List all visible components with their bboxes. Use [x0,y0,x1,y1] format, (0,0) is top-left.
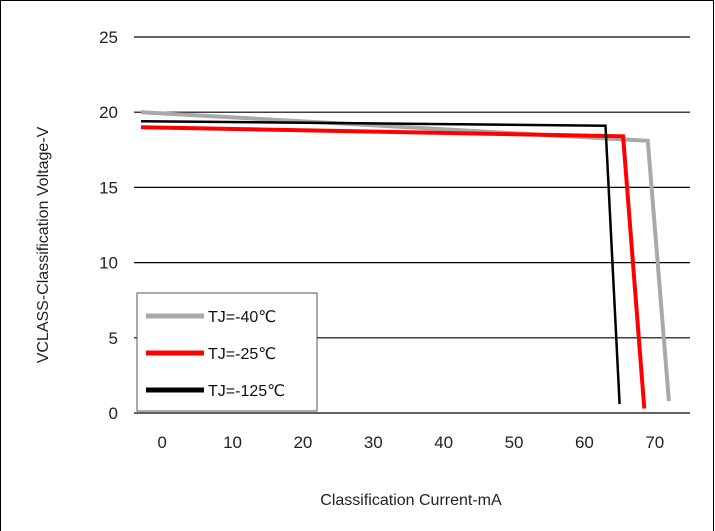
y-tick-label: 0 [109,404,118,423]
x-tick-label: 20 [293,433,312,452]
series-line-3 [140,119,621,405]
legend-label-1: TJ=-40℃ [208,309,276,326]
series-lines [140,110,671,409]
x-tick-label: 70 [645,433,664,452]
x-tick-label: 0 [157,433,166,452]
y-tick-label: 15 [99,178,118,197]
x-tick-label: 30 [364,433,383,452]
legend: TJ=-40℃ TJ=-25℃ TJ=-125℃ [136,292,318,412]
legend-label-3: TJ=-125℃ [208,383,285,400]
series-line-2 [140,125,647,409]
y-tick-label: 10 [99,254,118,273]
y-axis-ticks: 0 5 10 15 20 25 [99,28,118,423]
x-tick-label: 60 [575,433,594,452]
x-tick-label: 10 [223,433,242,452]
legend-label-2: TJ=-25℃ [208,346,276,363]
y-tick-label: 25 [99,28,118,47]
x-axis-label: Classification Current-mA [320,492,502,509]
x-axis-ticks: 0 10 20 30 40 50 60 70 [157,433,664,452]
y-axis-label: VCLASS-Classification Voltage-V [35,126,52,363]
y-tick-label: 20 [99,103,118,122]
x-tick-label: 40 [434,433,453,452]
x-tick-label: 50 [505,433,524,452]
y-tick-label: 5 [109,329,118,348]
